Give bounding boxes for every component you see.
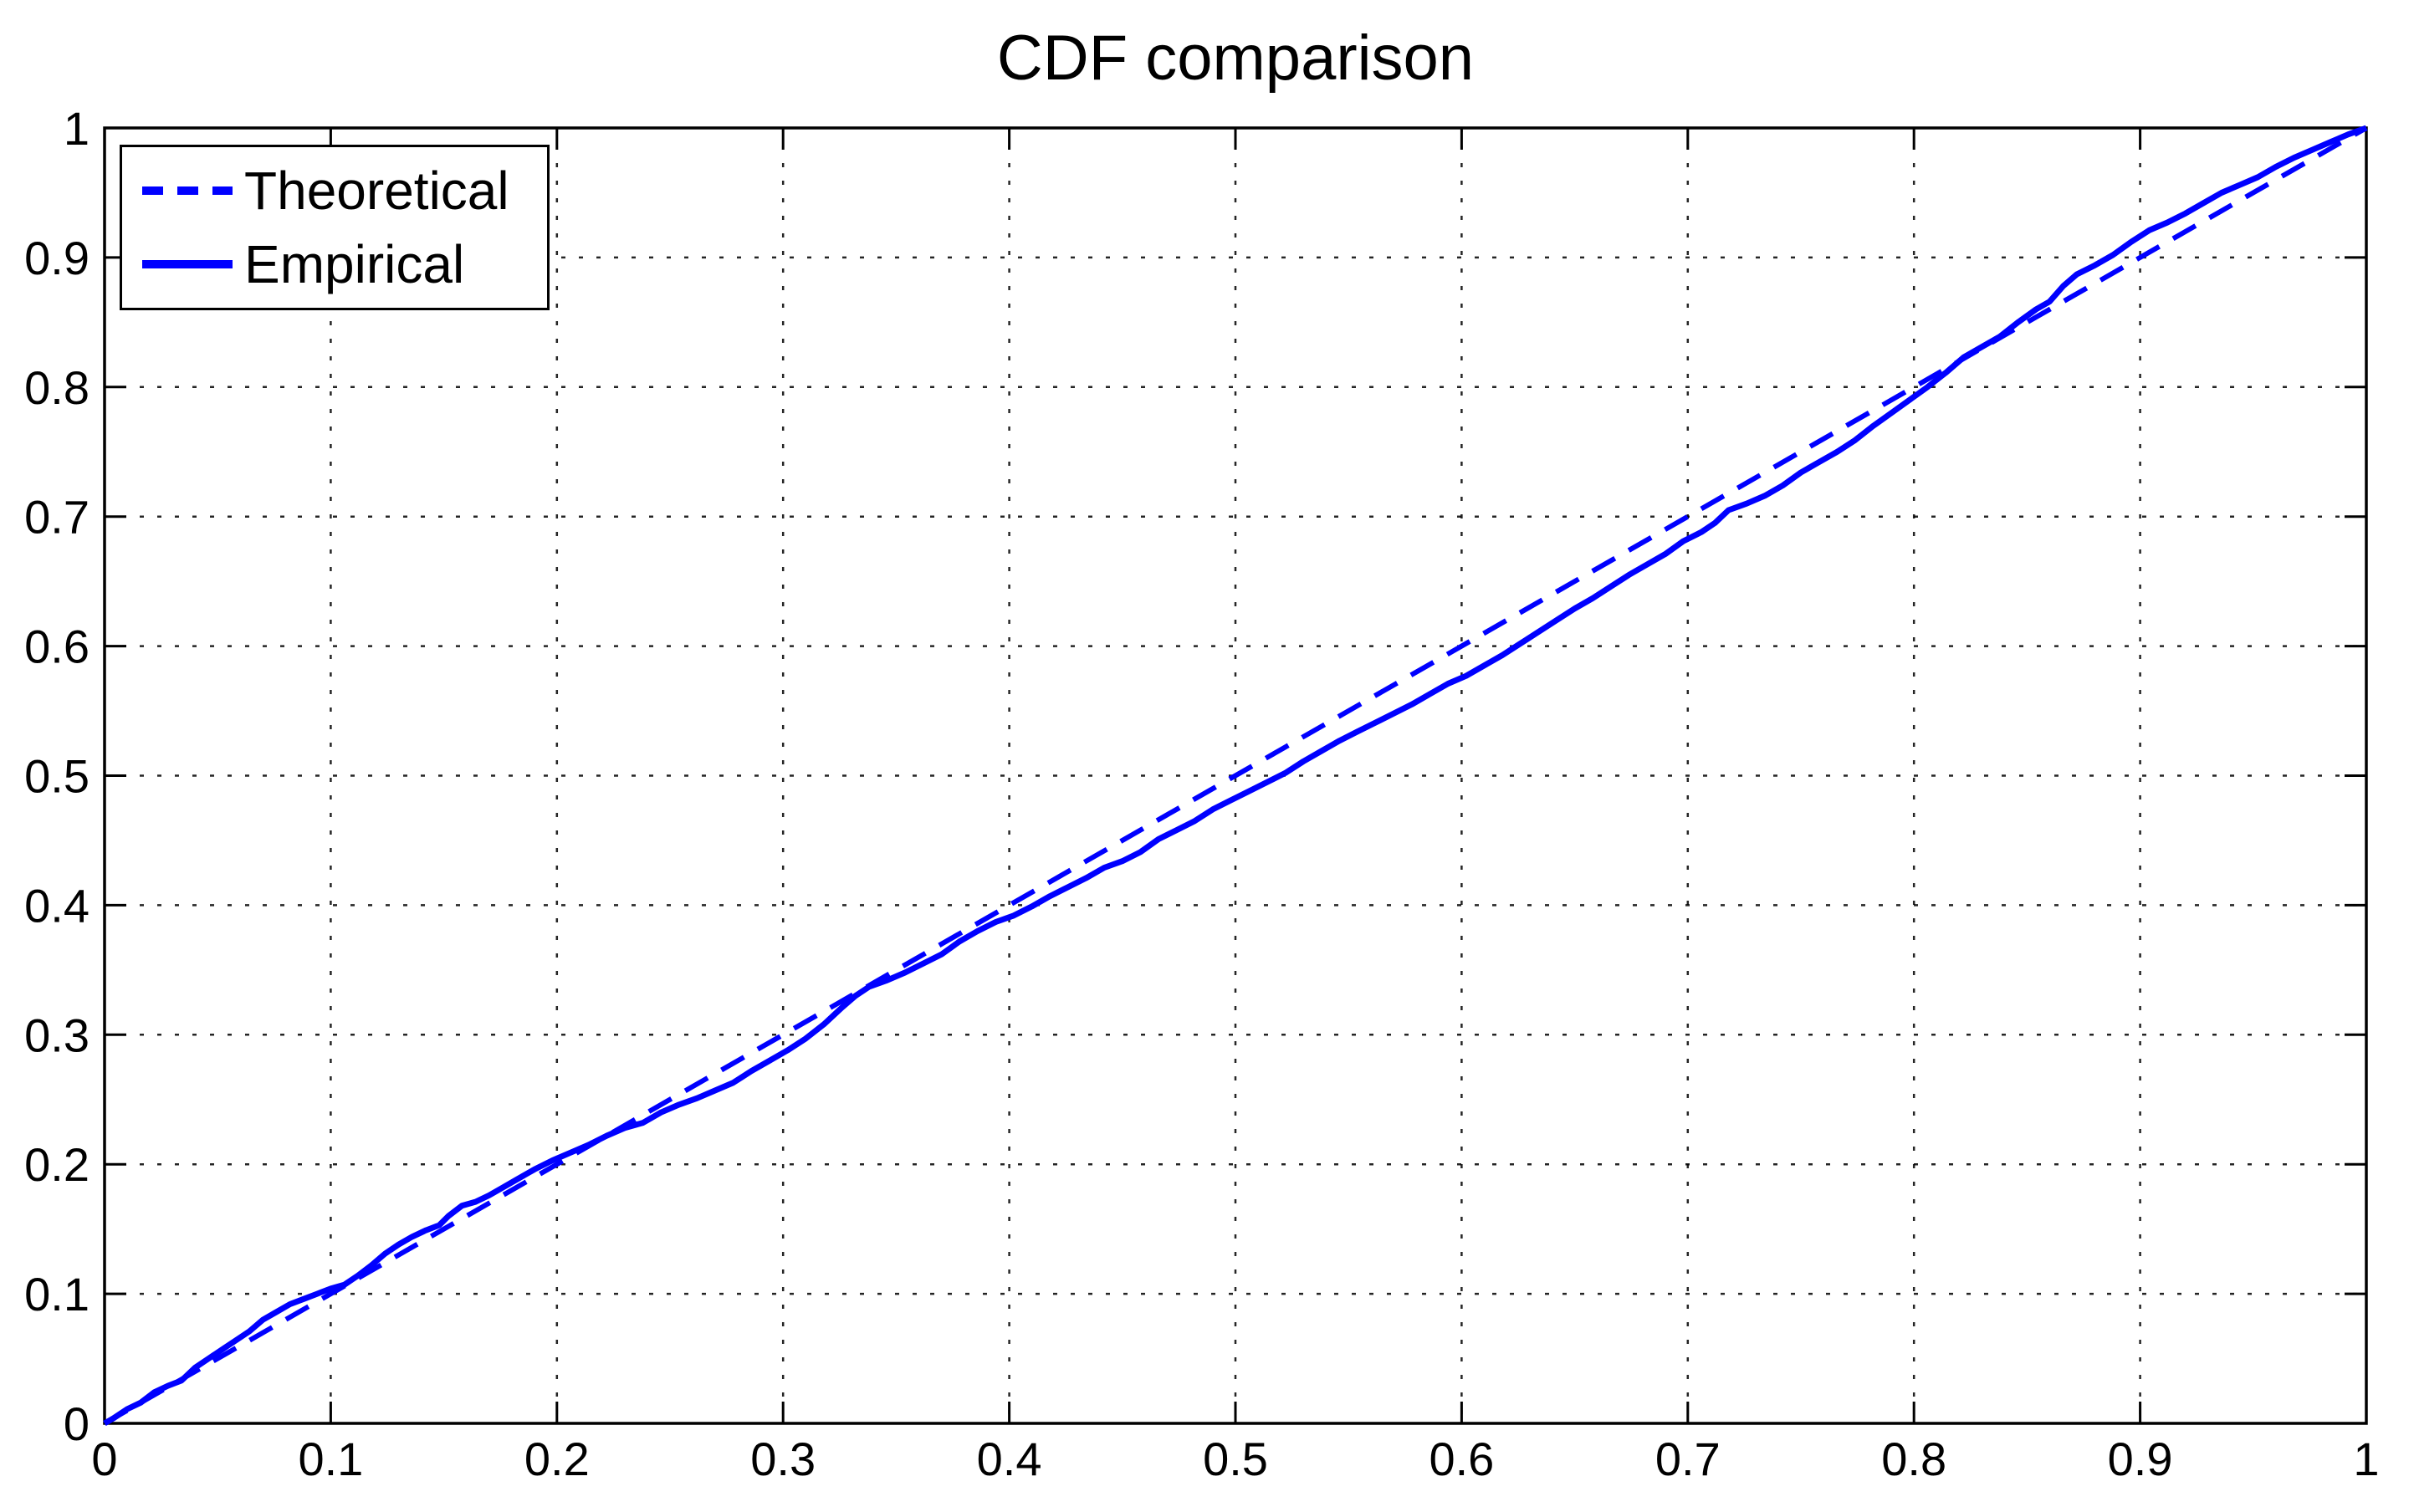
empirical-line — [103, 125, 2368, 1427]
dashed-line-sample-icon — [142, 186, 233, 195]
x-tick-label: 0 — [91, 1433, 117, 1485]
y-tick-label: 0.4 — [24, 879, 90, 932]
x-tick-label: 0.4 — [977, 1433, 1042, 1485]
x-tick-label: 0.5 — [1203, 1433, 1268, 1485]
y-tick-label: 0.7 — [24, 491, 90, 544]
y-tick-label: 0.9 — [24, 232, 90, 284]
y-tick-label: 0.3 — [24, 1009, 90, 1061]
y-tick-label: 0.8 — [24, 361, 90, 414]
legend-label-empirical: Empirical — [244, 234, 465, 294]
x-tick-label: 0.1 — [298, 1433, 363, 1485]
legend-label-theoretical: Theoretical — [244, 161, 509, 221]
y-tick-label: 0.5 — [24, 750, 90, 803]
x-tick-label: 0.6 — [1429, 1433, 1494, 1485]
legend: Theoretical Empirical — [120, 145, 550, 310]
y-tick-label: 0.1 — [24, 1268, 90, 1320]
solid-line-sample-icon — [142, 260, 233, 268]
y-tick-label: 0.2 — [24, 1138, 90, 1191]
theoretical-line — [103, 125, 2368, 1426]
y-tick-label: 0 — [64, 1397, 90, 1450]
x-tick-label: 0.7 — [1655, 1433, 1721, 1485]
plot-border — [103, 126, 2368, 1425]
chart-title: CDF comparison — [996, 23, 1475, 94]
y-tick-label: 0.6 — [24, 621, 90, 673]
x-tick-label: 0.3 — [750, 1433, 816, 1485]
x-tick-label: 0.9 — [2108, 1433, 2173, 1485]
x-tick-label: 0.2 — [524, 1433, 590, 1485]
x-tick-label: 1 — [2353, 1433, 2379, 1485]
y-tick-label: 1 — [64, 102, 90, 155]
legend-entry-theoretical: Theoretical — [122, 154, 547, 227]
legend-entry-empirical: Empirical — [122, 227, 547, 301]
x-tick-label: 0.8 — [1881, 1433, 1946, 1485]
